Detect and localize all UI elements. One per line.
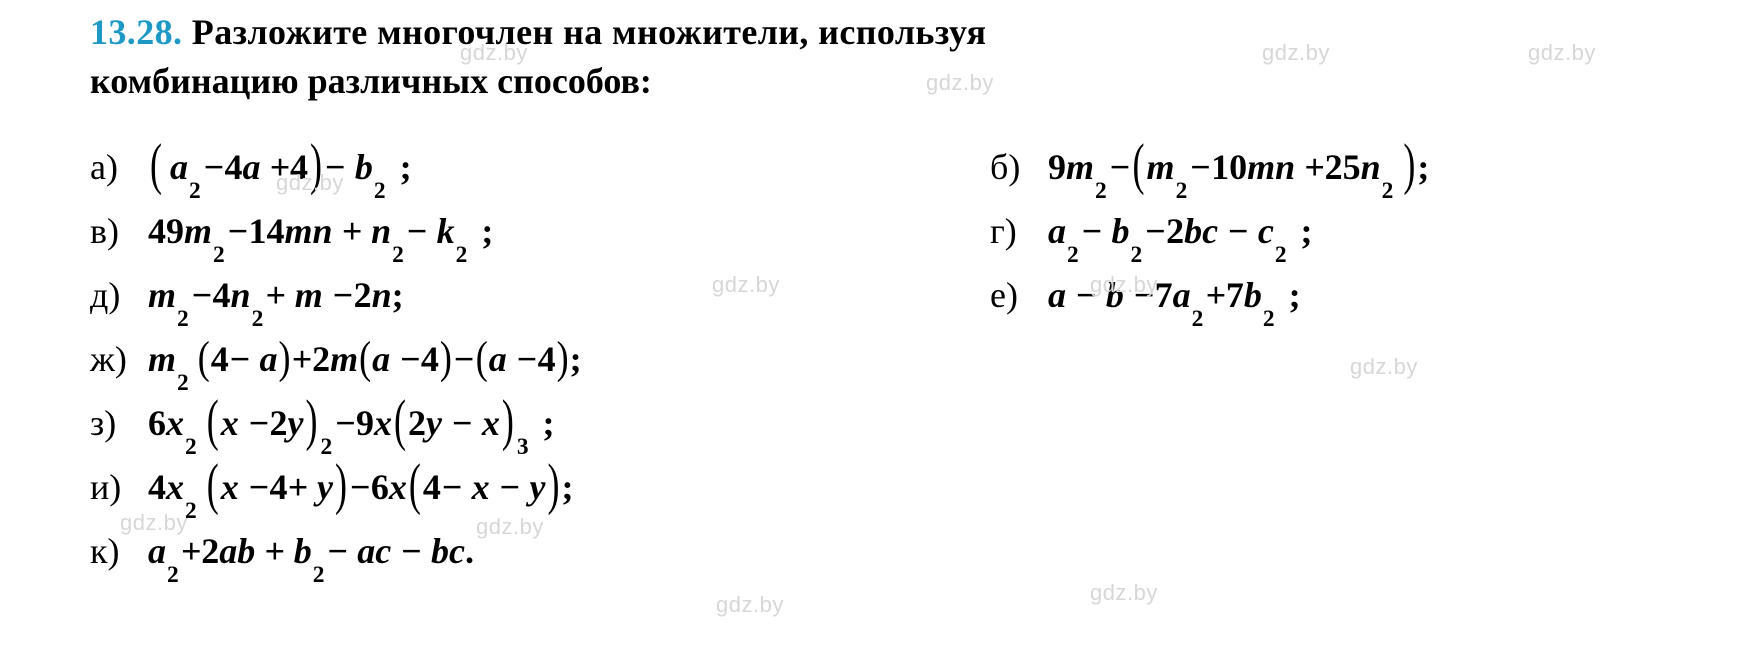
item-label: к) xyxy=(90,527,148,582)
item-a: а) (a2 − 4a + 4) − b2; xyxy=(90,133,990,197)
item-b: б) 9m2 − (m2 − 10mn + 25n2); xyxy=(990,133,1762,197)
item-expression: a2 + 2ab + b2 − ac − bc. xyxy=(148,527,474,582)
item-expression: 4x2(x − 4 + y) − 6x(4 − x − y); xyxy=(148,463,573,518)
item-expression: (a2 − 4a + 4) − b2; xyxy=(148,143,412,198)
item-i: и) 4x2(x − 4 + y) − 6x(4 − x − y); xyxy=(90,453,990,517)
item-label: ж) xyxy=(90,335,148,390)
item-expression: a2 − b2 − 2bc − c2; xyxy=(1048,207,1313,262)
prompt-line-1: 13.28. Разложите многочлен на множители,… xyxy=(90,8,1762,57)
item-label: з) xyxy=(90,399,148,454)
item-v: в) 49m2 − 14mn + n2 − k2; xyxy=(90,197,990,261)
item-z: з) 6x2(x − 2y)2 − 9x(2y − x)3; xyxy=(90,389,990,453)
item-label: б) xyxy=(990,143,1048,198)
item-label: а) xyxy=(90,143,148,198)
item-expression: m2 − 4n2 + m − 2n; xyxy=(148,271,404,326)
item-zh: ж) m2(4 − a) + 2m(a − 4) − (a − 4); xyxy=(90,325,990,389)
item-expression: 9m2 − (m2 − 10mn + 25n2); xyxy=(1048,143,1429,198)
prompt-text-1: Разложите многочлен на множители, исполь… xyxy=(182,12,986,52)
item-label: г) xyxy=(990,207,1048,262)
item-d: д) m2 − 4n2 + m − 2n; xyxy=(90,261,990,325)
item-label: д) xyxy=(90,271,148,326)
item-label: и) xyxy=(90,463,148,518)
exercise-number: 13.28. xyxy=(90,12,182,52)
item-label: е) xyxy=(990,271,1048,326)
item-label: в) xyxy=(90,207,148,262)
watermark-text: gdz.by xyxy=(716,590,784,620)
item-k: к) a2 + 2ab + b2 − ac − bc. xyxy=(90,517,990,581)
prompt-line-2: комбинацию различных способов: xyxy=(90,57,1762,106)
right-column: б) 9m2 − (m2 − 10mn + 25n2); г) a2 − b2 … xyxy=(990,133,1762,581)
exercise-page: 13.28. Разложите многочлен на множители,… xyxy=(0,0,1762,664)
item-e: е) a − b − 7a2 + 7b2; xyxy=(990,261,1762,325)
exercise-columns: а) (a2 − 4a + 4) − b2; в) 49m2 − 14mn + … xyxy=(90,133,1762,581)
left-column: а) (a2 − 4a + 4) − b2; в) 49m2 − 14mn + … xyxy=(90,133,990,581)
exercise-prompt: 13.28. Разложите многочлен на множители,… xyxy=(90,8,1762,105)
item-expression: 49m2 − 14mn + n2 − k2; xyxy=(148,207,493,262)
item-g: г) a2 − b2 − 2bc − c2; xyxy=(990,197,1762,261)
watermark-text: gdz.by xyxy=(1090,578,1158,608)
item-expression: a − b − 7a2 + 7b2; xyxy=(1048,271,1301,326)
